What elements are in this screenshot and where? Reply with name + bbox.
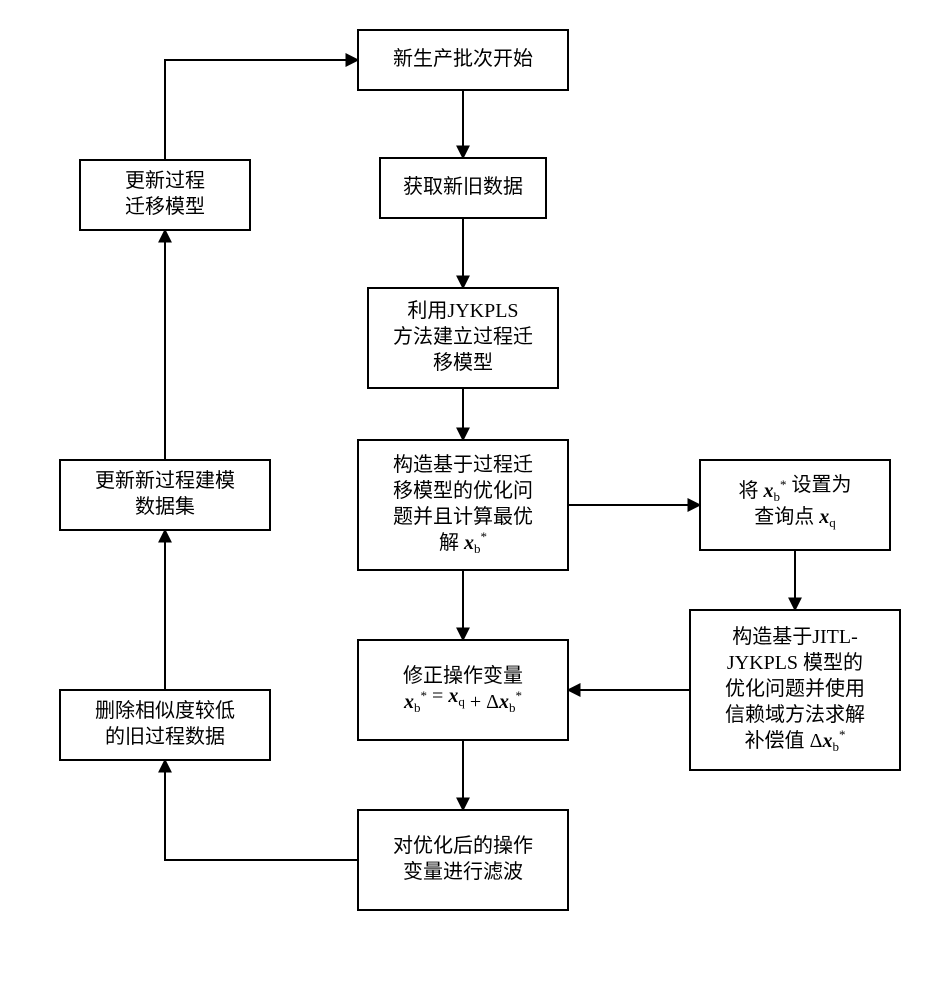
- node-label: 优化问题并使用: [725, 677, 865, 700]
- edge: [165, 760, 358, 860]
- node-label: 的旧过程数据: [105, 725, 225, 748]
- flow-node-n10: 更新新过程建模数据集: [60, 460, 270, 530]
- flow-node-n11: 更新过程迁移模型: [80, 160, 250, 230]
- node-label: 数据集: [135, 495, 195, 518]
- node-label: 变量进行滤波: [403, 860, 523, 883]
- node-label: 获取新旧数据: [403, 175, 523, 198]
- node-label: 删除相似度较低: [95, 699, 235, 722]
- node-label: 查询点 xq: [754, 505, 836, 530]
- node-label: 信赖域方法求解: [725, 703, 865, 726]
- node-label: 解 xb*: [439, 529, 487, 556]
- node-label: 利用JYKPLS: [407, 299, 518, 322]
- node-label: 移模型的优化问: [393, 479, 533, 502]
- flow-node-n7: 将 xb* 设置为查询点 xq: [700, 460, 890, 550]
- node-label: JYKPLS 模型的: [727, 651, 863, 674]
- node-label: 对优化后的操作: [393, 834, 533, 857]
- node-label: 构造基于JITL-: [732, 625, 858, 648]
- flow-node-n9: 删除相似度较低的旧过程数据: [60, 690, 270, 760]
- edge: [165, 60, 358, 160]
- node-label: 方法建立过程迁: [393, 325, 533, 348]
- node-label: 题并且计算最优: [393, 505, 533, 528]
- node-label: 构造基于过程迁: [393, 453, 533, 476]
- node-label: 移模型: [433, 351, 493, 374]
- flow-node-n4: 构造基于过程迁移模型的优化问题并且计算最优解 xb*: [358, 440, 568, 570]
- node-label: 修正操作变量: [403, 664, 523, 687]
- node-label: 更新新过程建模: [95, 469, 235, 492]
- flow-node-n2: 获取新旧数据: [380, 158, 546, 218]
- flow-node-n3: 利用JYKPLS 方法建立过程迁移模型: [368, 288, 558, 388]
- node-box: [358, 640, 568, 740]
- node-label: 新生产批次开始: [393, 47, 533, 70]
- flow-node-n6: 对优化后的操作变量进行滤波: [358, 810, 568, 910]
- flow-node-n8: 构造基于JITL- JYKPLS 模型的优化问题并使用信赖域方法求解补偿值 Δxb…: [690, 610, 900, 770]
- flow-node-n1: 新生产批次开始: [358, 30, 568, 90]
- node-label: 更新过程: [125, 169, 205, 192]
- node-label: 迁移模型: [125, 195, 205, 218]
- node-label: 补偿值 Δxb*: [745, 727, 846, 754]
- flow-node-n5: 修正操作变量xb* = xq + Δxb*: [358, 640, 568, 740]
